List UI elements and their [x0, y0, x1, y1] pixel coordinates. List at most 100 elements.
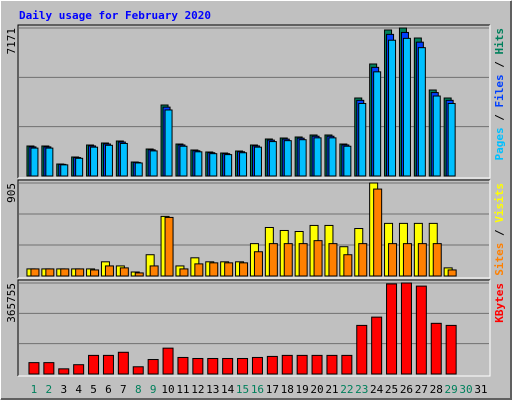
bar	[179, 145, 188, 177]
bar	[417, 47, 426, 177]
bar	[430, 322, 442, 375]
bar	[313, 240, 323, 277]
x-tick-label: 4	[75, 383, 82, 396]
x-tick-label: 5	[90, 383, 97, 396]
bar	[134, 272, 144, 277]
bar	[298, 139, 307, 177]
bar	[356, 324, 368, 375]
bar	[134, 162, 143, 177]
x-tick-label: 27	[415, 383, 428, 396]
x-tick-label: 24	[370, 383, 384, 396]
x-tick-label: 28	[430, 383, 443, 396]
x-tick-label: 29	[445, 383, 458, 396]
bar	[326, 354, 338, 375]
bar	[341, 354, 353, 375]
x-tick-label: 3	[60, 383, 67, 396]
bar	[373, 188, 383, 277]
bar	[149, 150, 158, 177]
bar	[415, 285, 427, 375]
bar	[117, 351, 129, 375]
x-tick-label: 6	[105, 383, 112, 396]
bar	[358, 243, 368, 277]
x-tick-label: 20	[310, 383, 323, 396]
x-tick-label: 15	[236, 383, 249, 396]
bar	[162, 347, 174, 375]
bar	[239, 262, 249, 277]
bar	[298, 243, 308, 277]
bar	[75, 268, 85, 277]
x-tick-label: 31	[474, 383, 487, 396]
x-tick-label: 23	[355, 383, 368, 396]
bar	[224, 262, 234, 277]
legend-entry: Hits	[493, 28, 506, 55]
bar	[386, 283, 398, 375]
bar	[132, 366, 144, 375]
bar	[388, 39, 397, 177]
x-tick-label: 25	[385, 383, 398, 396]
bar	[432, 243, 442, 277]
bar	[328, 137, 337, 177]
x-tick-label: 19	[296, 383, 309, 396]
bar	[281, 354, 293, 375]
legend-entry: Sites	[493, 243, 506, 276]
bar	[447, 102, 456, 177]
bar	[343, 145, 352, 177]
bar	[209, 262, 219, 277]
bar	[45, 268, 55, 277]
bar	[268, 243, 278, 277]
bar	[222, 357, 234, 375]
bar	[194, 151, 203, 177]
bar	[239, 152, 248, 177]
bar	[313, 137, 322, 177]
bar	[388, 243, 398, 277]
bar	[43, 362, 55, 375]
x-tick-label: 9	[150, 383, 157, 396]
bar	[60, 268, 70, 277]
bar	[119, 142, 128, 177]
bar	[251, 356, 263, 375]
bar	[177, 356, 189, 375]
x-tick-label: 8	[135, 383, 142, 396]
plot-border-light	[18, 180, 491, 279]
x-tick-label: 10	[161, 383, 174, 396]
x-tick-label: 12	[191, 383, 204, 396]
bar	[283, 140, 292, 177]
bar	[119, 267, 129, 277]
x-tick-label: 11	[176, 383, 189, 396]
x-tick-label: 17	[266, 383, 279, 396]
bar	[253, 251, 263, 277]
bar	[447, 269, 457, 277]
legend: Sites / Visits	[493, 183, 506, 276]
bar	[75, 157, 84, 177]
bar	[343, 254, 353, 277]
x-tick-label: 2	[46, 383, 53, 396]
x-tick-label: 7	[120, 383, 127, 396]
bar	[104, 144, 113, 177]
bar	[30, 147, 39, 177]
bar	[30, 268, 40, 277]
plot-border-light	[18, 280, 491, 377]
bar	[296, 354, 308, 375]
bar	[445, 324, 457, 375]
bar	[104, 265, 114, 277]
x-tick-label: 26	[400, 383, 413, 396]
bar	[90, 269, 100, 277]
x-tick-label: 13	[206, 383, 219, 396]
legend-separator: /	[493, 55, 506, 75]
bar	[358, 102, 367, 177]
x-tick-label: 16	[251, 383, 264, 396]
x-tick-label: 14	[221, 383, 235, 396]
bar	[102, 354, 114, 375]
x-tick-label: 1	[31, 383, 38, 396]
bar	[149, 265, 159, 277]
plot-border-light	[18, 25, 491, 179]
legend: Pages / Files / Hits	[493, 28, 506, 161]
bar	[400, 282, 412, 375]
y-tick-label: 365755	[5, 283, 18, 323]
bar	[73, 364, 85, 375]
bar	[253, 146, 262, 177]
bar	[192, 357, 204, 375]
bar	[28, 362, 40, 375]
